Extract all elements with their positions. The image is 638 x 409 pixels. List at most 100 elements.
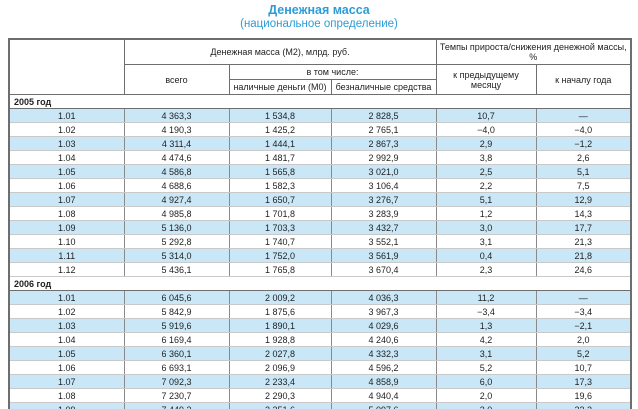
table-cell: 1 650,7 [228, 192, 332, 207]
section-label: 2005 год [8, 94, 632, 109]
table-row: 1.02 4 190,3 1 425,2 2 765,1 −4,0 −4,0 [8, 122, 632, 137]
table-cell: 1 582,3 [228, 178, 332, 193]
header-col-cashless: безналичные средства [330, 79, 437, 95]
row-date: 1.01 [8, 108, 125, 123]
table-row: 1.11 5 314,0 1 752,0 3 561,9 0,4 21,8 [8, 248, 632, 263]
table-cell: 19,6 [535, 388, 632, 403]
table-cell: 1 565,8 [228, 164, 332, 179]
table-cell: 17,7 [535, 220, 632, 235]
table-cell: 5,2 [435, 360, 537, 375]
table-cell: 1 875,6 [228, 304, 332, 319]
row-date: 1.07 [8, 192, 125, 207]
header-empty-cell [8, 38, 125, 95]
table-cell: 2 009,2 [228, 290, 332, 305]
table-cell: 21,8 [535, 248, 632, 263]
table-cell: 4 688,6 [123, 178, 230, 193]
row-date: 1.02 [8, 304, 125, 319]
table-cell: 5,1 [435, 192, 537, 207]
table-cell: 1 534,8 [228, 108, 332, 123]
row-date: 1.07 [8, 374, 125, 389]
table-cell: 3 021,0 [330, 164, 437, 179]
table-cell: 3,1 [435, 346, 537, 361]
header-col-total: всего [123, 64, 230, 95]
table-cell: 3 283,9 [330, 206, 437, 221]
table-cell: 4,2 [435, 332, 537, 347]
table-cell: 5 436,1 [123, 262, 230, 277]
table-cell: 11,2 [435, 290, 537, 305]
table-cell: 1,3 [435, 318, 537, 333]
header-group-m2: Денежная масса (М2), млрд. руб. [123, 38, 437, 65]
table-cell: 3 106,4 [330, 178, 437, 193]
table-cell: 2 027,8 [228, 346, 332, 361]
table-cell: 2 867,3 [330, 136, 437, 151]
row-date: 1.09 [8, 220, 125, 235]
table-cell: 5,1 [535, 164, 632, 179]
table-cell: 2,9 [435, 136, 537, 151]
table-cell: 10,7 [435, 108, 537, 123]
table-cell: 12,9 [535, 192, 632, 207]
header-row-groups: Денежная масса (М2), млрд. руб. Темпы пр… [8, 38, 632, 95]
table-cell: 17,3 [535, 374, 632, 389]
table-cell: 6 169,4 [123, 332, 230, 347]
table-cell: 14,3 [535, 206, 632, 221]
table-row: 1.06 4 688,6 1 582,3 3 106,4 2,2 7,5 [8, 178, 632, 193]
row-date: 1.03 [8, 318, 125, 333]
table-cell: 3,1 [435, 234, 537, 249]
table-cell: 2 351,6 [228, 402, 332, 409]
table-row: 1.03 4 311,4 1 444,1 2 867,3 2,9 −1,2 [8, 136, 632, 151]
table-cell: 1 703,3 [228, 220, 332, 235]
page-title: Денежная масса (национальное определение… [0, 0, 638, 31]
table-cell: 4 190,3 [123, 122, 230, 137]
table-cell: 21,3 [535, 234, 632, 249]
row-date: 1.05 [8, 346, 125, 361]
table-cell: 23,2 [535, 402, 632, 409]
table-cell: 5 919,6 [123, 318, 230, 333]
title-line-1: Денежная масса [268, 3, 370, 17]
header-col-cash: наличные деньги (М0) [228, 79, 332, 95]
table-cell: 5 292,8 [123, 234, 230, 249]
table-cell: 4 029,6 [330, 318, 437, 333]
table-cell: 6 360,1 [123, 346, 230, 361]
table-cell: 7 230,7 [123, 388, 230, 403]
money-supply-table: Денежная масса (М2), млрд. руб. Темпы пр… [8, 38, 632, 409]
table-cell: 1 765,8 [228, 262, 332, 277]
table-row: 1.09 5 136,0 1 703,3 3 432,7 3,0 17,7 [8, 220, 632, 235]
table-cell: 1 928,8 [228, 332, 332, 347]
row-date: 1.06 [8, 360, 125, 375]
row-date: 1.11 [8, 248, 125, 263]
table-cell: 3 670,4 [330, 262, 437, 277]
table-row: 1.01 4 363,3 1 534,8 2 828,5 10,7— [8, 108, 632, 123]
header-col-ytd: к началу года [535, 64, 632, 95]
table-cell: 2,0 [535, 332, 632, 347]
table-cell: −1,2 [535, 136, 632, 151]
table-cell: 1,2 [435, 206, 537, 221]
table-cell: 3 432,7 [330, 220, 437, 235]
table-cell: 10,7 [535, 360, 632, 375]
table-cell: −2,1 [535, 318, 632, 333]
table-cell: 5,2 [535, 346, 632, 361]
table-cell: 4 240,6 [330, 332, 437, 347]
table-cell: 2,5 [435, 164, 537, 179]
table-row: 1.10 5 292,8 1 740,7 3 552,1 3,1 21,3 [8, 234, 632, 249]
section-row: 2006 год [8, 276, 632, 291]
row-date: 1.01 [8, 290, 125, 305]
table-cell: −4,0 [535, 122, 632, 137]
row-date: 1.02 [8, 122, 125, 137]
table-cell: 0,4 [435, 248, 537, 263]
table-cell: 7 449,3 [123, 402, 230, 409]
table-row: 1.06 6 693,1 2 096,9 4 596,2 5,2 10,7 [8, 360, 632, 375]
section-label: 2006 год [8, 276, 632, 291]
table-cell: 4 474,6 [123, 150, 230, 165]
table-cell: 4 036,3 [330, 290, 437, 305]
table-cell: 6 693,1 [123, 360, 230, 375]
table-cell: — [535, 290, 632, 305]
table-cell: 1 481,7 [228, 150, 332, 165]
row-date: 1.05 [8, 164, 125, 179]
header-row-leafs: наличные деньги (М0) безналичные средств… [9, 79, 631, 95]
table-cell: 1 740,7 [228, 234, 332, 249]
row-date: 1.08 [8, 206, 125, 221]
table-cell: 1 425,2 [228, 122, 332, 137]
row-date: 1.09 [8, 402, 125, 409]
title-line-2: (национальное определение) [240, 18, 398, 30]
table-cell: 4 858,9 [330, 374, 437, 389]
